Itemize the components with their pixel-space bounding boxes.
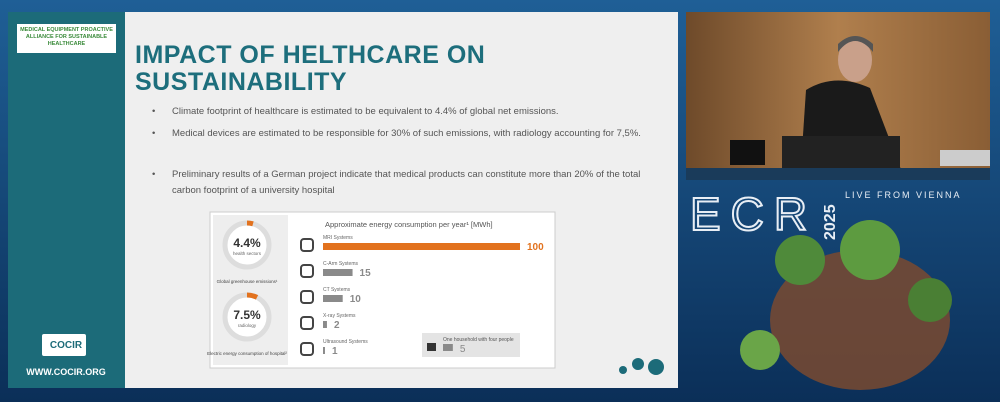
- event-name: ECR: [690, 188, 817, 240]
- event-year: 2025: [822, 204, 839, 240]
- url: WWW.COCIR.ORG: [26, 367, 106, 377]
- event-tagline: LIVE FROM VIENNA: [845, 190, 962, 200]
- row-label: Ultrasound Systems: [323, 339, 368, 345]
- bar: [443, 344, 453, 351]
- sidebar: [8, 12, 125, 388]
- slide-title: IMPACT OF HELTHCARE ON SUSTAINABILITY: [135, 42, 485, 96]
- row-label: CT Systems: [323, 287, 351, 293]
- bullet: Medical devices are estimated to be resp…: [152, 126, 642, 142]
- row-label: MRI Systems: [323, 235, 353, 241]
- row-label: C-Arm Systems: [323, 261, 359, 267]
- alliance-box: [17, 24, 116, 53]
- object: [940, 150, 990, 166]
- icon: [300, 342, 314, 356]
- event-art: [740, 220, 952, 390]
- chart-title: Approximate energy consumption per year¹…: [325, 220, 493, 229]
- household-label: One household with four people: [443, 337, 514, 343]
- title-line: IMPACT OF HELTHCARE ON: [135, 41, 486, 69]
- alliance: MEDICAL EQUIPMENT PROACTIVE ALLIANCE FOR…: [20, 27, 113, 47]
- row-label: X-ray Systems: [323, 313, 356, 319]
- icon: [300, 238, 314, 252]
- desk: [686, 168, 990, 180]
- value-label: 100: [527, 242, 544, 253]
- donut-caption: Electric energy consumption of hospital²: [207, 351, 287, 356]
- tree: [740, 330, 780, 370]
- bar: [323, 269, 353, 276]
- heart: [770, 250, 950, 390]
- tree: [908, 278, 952, 322]
- donut-label: 7.5%: [233, 308, 261, 322]
- bar: [323, 243, 520, 250]
- bullet: Climate footprint of healthcare is estim…: [152, 104, 642, 120]
- bar: [323, 295, 343, 302]
- value-label: 15: [360, 268, 372, 279]
- dot: [648, 359, 664, 375]
- bullet: Preliminary results of a German project …: [152, 167, 642, 199]
- household-box: [422, 333, 520, 357]
- icon: [427, 343, 436, 351]
- icon: [300, 264, 314, 278]
- value-label: 5: [460, 344, 466, 355]
- dot: [619, 366, 627, 374]
- donut-label: 4.4%: [233, 236, 261, 250]
- bar: [323, 347, 325, 354]
- device: [730, 140, 765, 165]
- icon: [300, 316, 314, 330]
- donut-sub: radiology: [238, 323, 257, 328]
- icon: [300, 290, 314, 304]
- chart: Approximate energy consumption per year¹…: [207, 220, 544, 357]
- bar: [323, 321, 327, 328]
- logo: COCIR: [50, 340, 83, 351]
- donut-arc: [222, 220, 272, 270]
- title-line: SUSTAINABILITY: [135, 68, 348, 96]
- value-label: 2: [334, 320, 340, 331]
- speaker-head: [838, 38, 872, 82]
- speaker-hair: [838, 36, 873, 52]
- video: [686, 12, 990, 180]
- donut-sub: health sectors: [233, 251, 262, 256]
- donut-arc: [222, 292, 272, 342]
- value-label: 10: [350, 294, 362, 305]
- tree: [840, 220, 900, 280]
- value-label: 1: [332, 346, 338, 357]
- dot: [632, 358, 644, 370]
- logo-box: [42, 334, 86, 356]
- tree: [775, 235, 825, 285]
- donut-caption: Global greenhouse emissions¹: [217, 279, 278, 284]
